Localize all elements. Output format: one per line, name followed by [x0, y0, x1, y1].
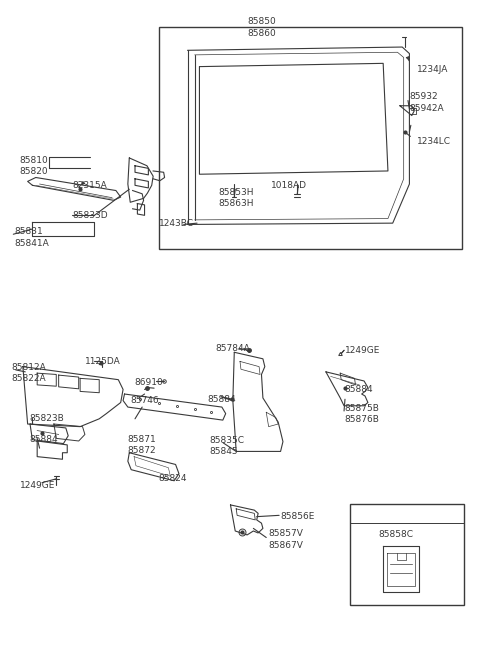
Text: 85824: 85824 [159, 474, 187, 483]
Text: 85784A: 85784A [215, 344, 250, 353]
Text: 85856E: 85856E [281, 512, 315, 521]
Text: 85810
85820: 85810 85820 [20, 156, 48, 176]
Text: 85850
85860: 85850 85860 [247, 18, 276, 37]
Text: 85833D: 85833D [72, 211, 108, 220]
Text: 85858C: 85858C [378, 530, 413, 539]
Text: 1125DA: 1125DA [85, 357, 120, 366]
Text: 85746: 85746 [130, 396, 159, 405]
Text: 1249GE: 1249GE [20, 481, 55, 490]
Text: 1234JA: 1234JA [417, 66, 448, 75]
Text: 85853H
85863H: 85853H 85863H [218, 188, 254, 208]
Text: 85835C
85845: 85835C 85845 [209, 436, 244, 457]
Text: 85857V
85867V: 85857V 85867V [269, 529, 303, 550]
Text: 85932
85942A: 85932 85942A [409, 92, 444, 113]
Text: 85823B: 85823B [29, 415, 64, 423]
Text: 1234LC: 1234LC [417, 137, 451, 146]
Text: 85875B
85876B: 85875B 85876B [344, 403, 379, 424]
Text: 85884: 85884 [344, 385, 372, 394]
Text: 1243BC: 1243BC [159, 219, 194, 228]
Text: 1018AD: 1018AD [271, 181, 307, 190]
Bar [159, 28, 462, 250]
Text: 85831
85841A: 85831 85841A [15, 227, 49, 248]
Bar [350, 504, 464, 605]
Text: 85871
85872: 85871 85872 [128, 435, 156, 455]
Text: 85884: 85884 [207, 395, 236, 403]
Text: 85812A
85822A: 85812A 85822A [11, 363, 46, 383]
Text: 86910: 86910 [134, 379, 163, 388]
Text: 1249GE: 1249GE [345, 346, 380, 355]
Text: 82315A: 82315A [72, 181, 107, 191]
Text: 85884: 85884 [29, 435, 58, 444]
